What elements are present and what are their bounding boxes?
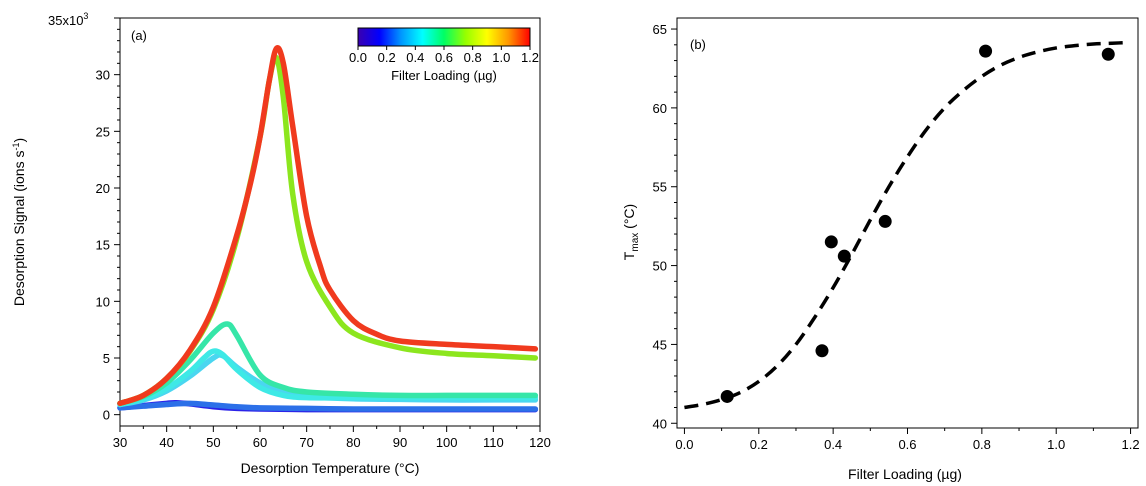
chart-b-y-tick-label: 40 xyxy=(653,416,667,431)
chart-b-data-point xyxy=(1101,47,1115,61)
chart-b-x-axis: 0.0 0.2 0.4 0.6 0.8 1.0 1.2 xyxy=(675,428,1140,452)
chart-b-x-tick-label: 0.8 xyxy=(973,437,991,452)
chart-b-fit xyxy=(684,40,1131,410)
chart-b-y-axis: 40 45 50 55 60 65 xyxy=(653,22,677,431)
chart-b-data-point xyxy=(815,344,829,358)
chart-a-x-tick-label: 40 xyxy=(159,435,173,450)
chart-b-fit-curve xyxy=(684,40,1131,410)
chart-a-y-tick-label: 5 xyxy=(103,351,110,366)
chart-a-panel-label: (a) xyxy=(131,28,147,43)
chart-a: 30 40 50 60 70 80 90 100 110 120 0 5 10 15 20 25 30 (a)… xyxy=(11,11,551,476)
colorbar-tick-label: 0.2 xyxy=(378,50,396,65)
chart-a-series-line xyxy=(117,45,539,407)
chart-b: 0.0 0.2 0.4 0.6 0.8 1.0 1.2 40 45 50 55 60 65 (b) F… xyxy=(621,17,1140,482)
chart-b-y-tick-label: 65 xyxy=(653,22,667,37)
chart-b-x-tick-label: 0.0 xyxy=(675,437,693,452)
chart-b-panel-label: (b) xyxy=(690,37,706,52)
chart-b-y-tick-label: 60 xyxy=(653,101,667,116)
chart-b-x-tick-label: 0.4 xyxy=(824,437,842,452)
chart-b-x-label: Filter Loading (µg) xyxy=(848,466,962,482)
chart-b-y-tick-label: 45 xyxy=(653,337,667,352)
chart-b-frame xyxy=(676,17,1139,429)
chart-a-x-label: Desorption Temperature (°C) xyxy=(241,460,420,476)
chart-a-series-line xyxy=(117,400,539,412)
chart-a-x-tick-label: 90 xyxy=(393,435,407,450)
colorbar-tick-label: 1.0 xyxy=(492,50,510,65)
chart-a-x-tick-label: 50 xyxy=(206,435,220,450)
chart-a-x-tick-label: 120 xyxy=(529,435,551,450)
chart-b-y-label: Tmax (°C) xyxy=(621,204,641,260)
chart-b-data-point xyxy=(824,235,838,249)
chart-a-y-tick-label: 15 xyxy=(96,238,110,253)
chart-b-data-point xyxy=(837,249,851,263)
chart-b-x-tick-label: 1.2 xyxy=(1122,437,1140,452)
chart-a-y-tick-label: 25 xyxy=(96,124,110,139)
chart-a-series-line xyxy=(117,321,539,407)
chart-b-x-tick-label: 0.6 xyxy=(898,437,916,452)
chart-a-x-tick-label: 110 xyxy=(483,435,504,450)
colorbar-gradient xyxy=(357,27,531,47)
chart-a-y-axis: 0 5 10 15 20 25 30 xyxy=(96,17,120,423)
colorbar-tick-label: 1.2 xyxy=(521,50,539,65)
chart-a-x-tick-label: 70 xyxy=(299,435,313,450)
chart-a-series-line xyxy=(117,54,539,407)
chart-a-x-tick-label: 100 xyxy=(436,435,458,450)
chart-b-y-tick-label: 50 xyxy=(653,259,667,274)
colorbar-ticks: 0.0 0.2 0.4 0.6 0.8 1.0 1.2 xyxy=(349,46,539,65)
chart-a-x-tick-label: 30 xyxy=(113,435,127,450)
chart-a-x-tick-label: 80 xyxy=(346,435,360,450)
colorbar-tick-label: 0.4 xyxy=(406,50,424,65)
chart-a-y-tick-label: 0 xyxy=(103,408,110,423)
chart-b-data-point xyxy=(720,389,734,403)
chart-a-y-label: Desorption Signal (ions s-1) xyxy=(11,138,27,306)
chart-a-y-tick-label: 10 xyxy=(96,294,110,309)
chart-a-x-axis: 30 40 50 60 70 80 90 100 110 120 xyxy=(113,426,551,450)
colorbar: 0.0 0.2 0.4 0.6 0.8 1.0 1.2 Filter Loading (µg… xyxy=(349,27,539,83)
chart-b-x-tick-label: 0.2 xyxy=(750,437,768,452)
colorbar-tick-label: 0.6 xyxy=(435,50,453,65)
chart-a-y-tick-label: 30 xyxy=(96,68,110,83)
chart-b-data-point xyxy=(878,214,892,228)
chart-a-y-tick-label: 20 xyxy=(96,181,110,196)
chart-b-y-tick-label: 55 xyxy=(653,180,667,195)
chart-b-data-point xyxy=(979,44,993,58)
chart-b-points xyxy=(720,44,1115,403)
colorbar-tick-label: 0.8 xyxy=(464,50,482,65)
chart-a-x-tick-label: 60 xyxy=(253,435,267,450)
chart-a-y-scale-label: 35x103 xyxy=(48,11,88,28)
colorbar-label: Filter Loading (µg) xyxy=(391,68,497,83)
chart-b-x-tick-label: 1.0 xyxy=(1047,437,1065,452)
chart-a-series xyxy=(117,45,539,413)
colorbar-tick-label: 0.0 xyxy=(349,50,367,65)
